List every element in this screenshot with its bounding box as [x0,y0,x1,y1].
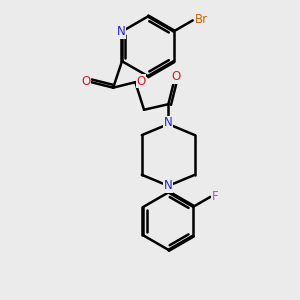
Text: O: O [136,75,146,88]
Text: F: F [212,190,218,203]
Text: O: O [171,70,181,83]
Text: N: N [164,116,173,130]
Text: O: O [81,75,90,88]
Text: N: N [116,25,125,38]
Text: Br: Br [195,13,208,26]
Text: N: N [164,179,173,192]
